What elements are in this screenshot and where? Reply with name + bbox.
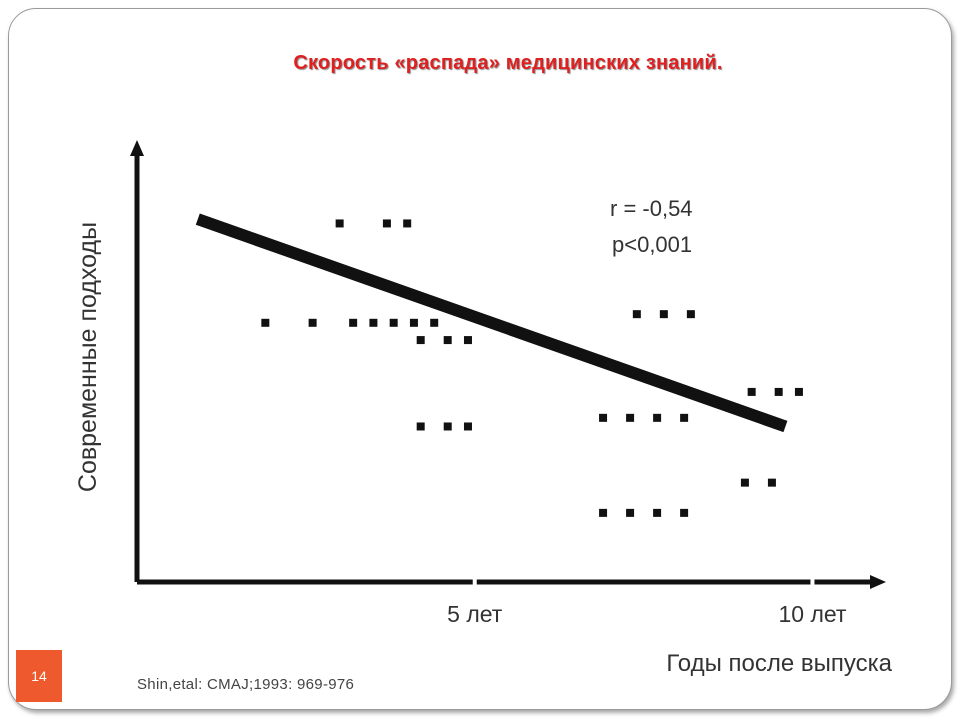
data-point xyxy=(659,310,668,319)
p-value-annotation: p<0,001 xyxy=(612,232,692,257)
data-points xyxy=(261,219,803,517)
data-point xyxy=(463,422,472,431)
data-point xyxy=(653,508,662,517)
trend-line xyxy=(195,213,788,433)
data-point xyxy=(740,478,749,487)
data-point xyxy=(403,219,412,228)
x-tick-1 xyxy=(810,578,815,586)
data-point xyxy=(774,387,783,396)
data-point xyxy=(349,318,358,327)
data-point xyxy=(632,310,641,319)
y-axis-label: Современные подходы xyxy=(74,222,102,492)
data-point xyxy=(416,422,425,431)
data-point xyxy=(261,318,270,327)
chart-axes: 5 лет 10 лет xyxy=(130,140,886,627)
correlation-annotation: r = -0,54 xyxy=(610,196,693,221)
data-point xyxy=(626,413,635,422)
x-tick-label-1: 10 лет xyxy=(778,601,846,627)
x-axis-label: Годы после выпуска xyxy=(666,650,892,677)
data-point xyxy=(794,387,803,396)
data-point xyxy=(599,413,608,422)
y-axis-arrow xyxy=(130,140,144,156)
x-tick-0 xyxy=(472,578,477,586)
data-point xyxy=(626,508,635,517)
chart-labels: Современные подходы Годы после выпуска r… xyxy=(74,196,893,677)
data-point xyxy=(767,478,776,487)
slide-title: Скорость «распада» медицинских знаний. xyxy=(293,52,723,74)
data-point xyxy=(653,413,662,422)
data-point xyxy=(308,318,317,327)
slide-frame xyxy=(8,8,952,710)
data-point xyxy=(389,318,398,327)
data-point xyxy=(599,508,608,517)
page-number-badge: 14 xyxy=(16,650,62,702)
data-point xyxy=(409,318,418,327)
data-point xyxy=(443,422,452,431)
data-point xyxy=(463,336,472,345)
trend-line-group xyxy=(195,213,788,433)
data-point xyxy=(430,318,439,327)
data-point xyxy=(416,336,425,345)
data-point xyxy=(369,318,378,327)
x-tick-label-0: 5 лет xyxy=(447,601,503,627)
data-point xyxy=(686,310,695,319)
citation-text: Shin,etal: CMAJ;1993: 969-976 xyxy=(137,676,355,693)
x-axis-arrow xyxy=(870,575,886,589)
data-point xyxy=(335,219,344,228)
data-point xyxy=(747,387,756,396)
data-point xyxy=(382,219,391,228)
data-point xyxy=(443,336,452,345)
data-point xyxy=(680,413,689,422)
data-point xyxy=(680,508,689,517)
